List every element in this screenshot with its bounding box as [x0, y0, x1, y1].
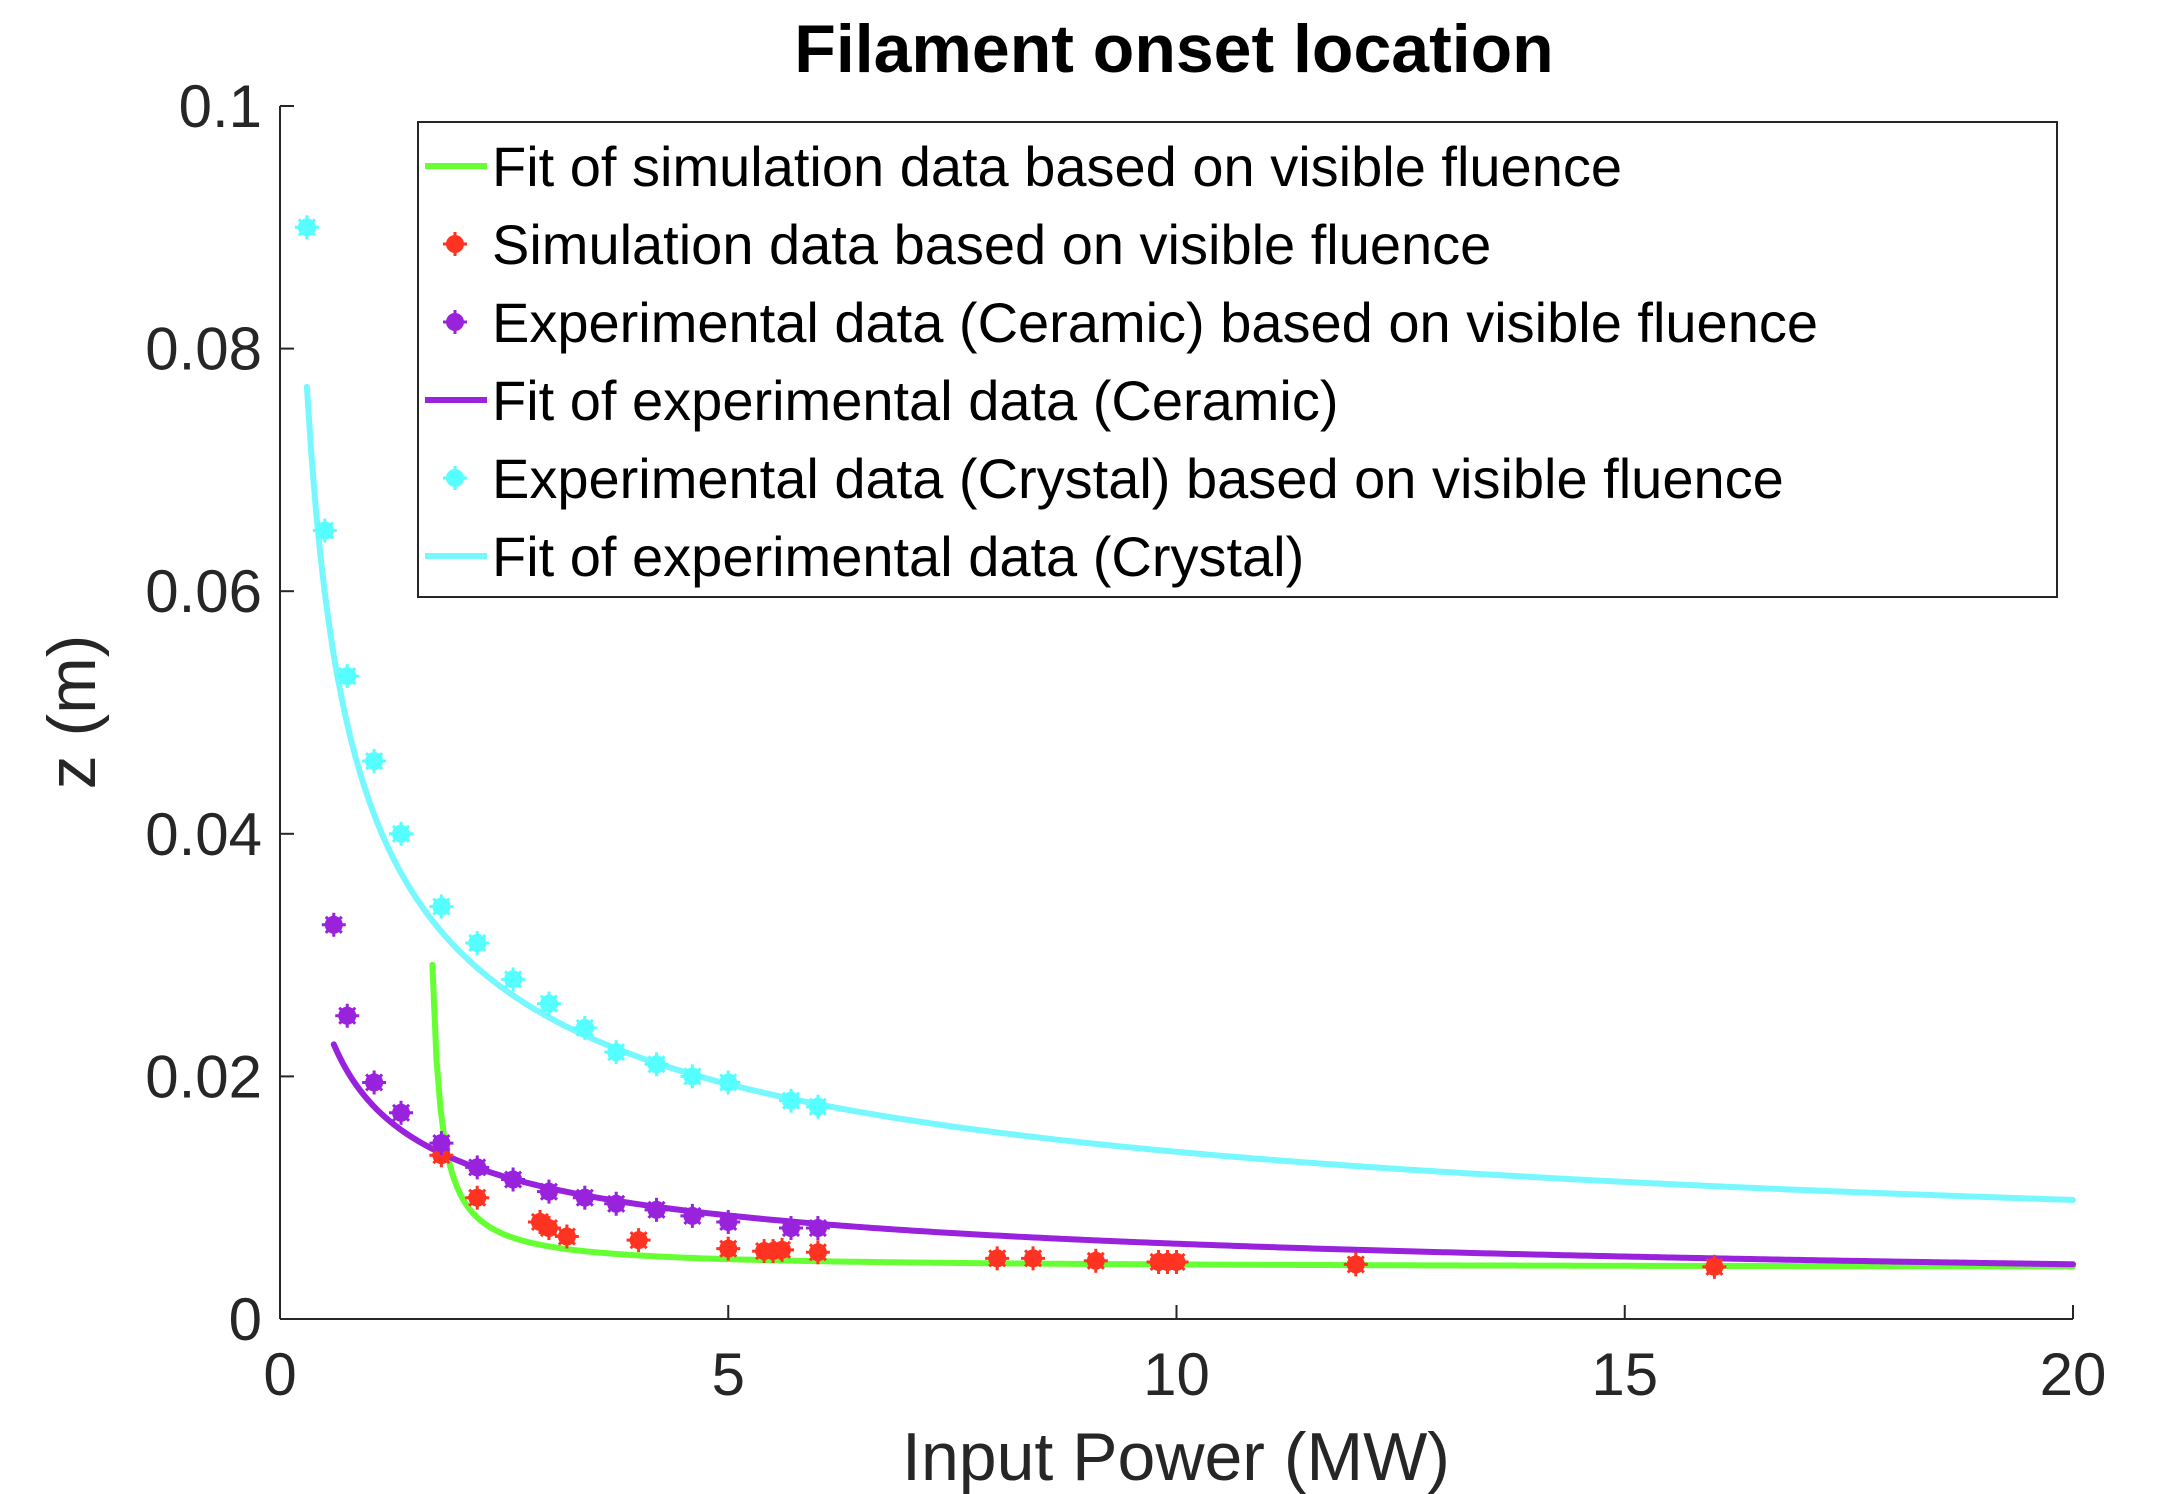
legend: Fit of simulation data based on visible …	[417, 121, 2058, 598]
data-point-series-2	[644, 1197, 669, 1222]
x-tick-label: 0	[263, 1341, 296, 1408]
data-point-series-1	[770, 1237, 795, 1262]
data-point-series-2	[321, 912, 346, 937]
data-point-series-4	[335, 664, 360, 689]
data-point-series-2	[604, 1191, 629, 1216]
data-point-series-2	[805, 1216, 830, 1241]
data-point-series-4	[716, 1070, 741, 1095]
y-ticks: 0 0.02 0.04 0.06 0.08 0.1	[145, 73, 294, 1353]
y-tick-label: 0.04	[145, 801, 262, 868]
data-point-series-2	[465, 1155, 490, 1180]
data-point-series-1	[1164, 1249, 1189, 1274]
data-point-series-2	[362, 1070, 387, 1095]
data-point-series-2	[572, 1185, 597, 1210]
data-point-series-1	[1021, 1246, 1046, 1271]
legend-label-5: Fit of experimental data (Crystal)	[492, 525, 1304, 588]
data-point-series-1	[465, 1185, 490, 1210]
data-point-series-2	[716, 1209, 741, 1234]
y-tick-label: 0.1	[179, 73, 262, 140]
legend-entry-1: Simulation data based on visible fluence	[443, 213, 1491, 276]
data-point-series-4	[501, 967, 526, 992]
chart-title: Filament onset location	[794, 11, 1553, 87]
data-point-series-1	[1702, 1254, 1727, 1279]
data-point-series-1	[536, 1216, 561, 1241]
data-point-series-4	[680, 1064, 705, 1089]
data-point-series-4	[465, 930, 490, 955]
data-point-series-2	[501, 1167, 526, 1192]
legend-label-0: Fit of simulation data based on visible …	[492, 135, 1622, 198]
data-point-series-2	[779, 1216, 804, 1241]
legend-entry-3: Fit of experimental data (Ceramic)	[425, 369, 1339, 432]
data-point-series-2	[536, 1179, 561, 1204]
plot-markers	[294, 215, 1727, 1279]
y-tick-label: 0.06	[145, 558, 262, 625]
x-axis-label: Input Power (MW)	[902, 1419, 1450, 1494]
legend-swatch-marker	[443, 466, 467, 490]
legend-label-4: Experimental data (Crystal) based on vis…	[492, 447, 1784, 510]
y-axis-label: z (m)	[34, 635, 110, 790]
legend-entry-5: Fit of experimental data (Crystal)	[425, 525, 1304, 588]
legend-swatch-marker	[443, 310, 467, 334]
legend-label-2: Experimental data (Ceramic) based on vis…	[492, 291, 1818, 354]
y-tick-label: 0.08	[145, 316, 262, 383]
data-point-series-1	[716, 1236, 741, 1261]
fit-line-series-5	[303, 383, 2076, 1203]
legend-entry-0: Fit of simulation data based on visible …	[425, 135, 1622, 198]
data-point-series-1	[1083, 1248, 1108, 1273]
y-tick-label: 0.02	[145, 1043, 262, 1110]
data-point-series-4	[572, 1015, 597, 1040]
x-ticks: 0 5 10 15 20	[263, 1305, 2106, 1408]
data-point-series-4	[805, 1094, 830, 1119]
x-tick-label: 10	[1143, 1341, 1210, 1408]
data-point-series-2	[335, 1003, 360, 1028]
legend-box	[417, 121, 2058, 598]
data-point-series-2	[680, 1203, 705, 1228]
x-tick-label: 5	[712, 1341, 745, 1408]
data-point-series-4	[644, 1052, 669, 1077]
data-point-series-4	[604, 1040, 629, 1065]
data-point-series-1	[554, 1224, 579, 1249]
legend-entry-2: Experimental data (Ceramic) based on vis…	[443, 291, 1818, 354]
legend-entry-4: Experimental data (Crystal) based on vis…	[443, 447, 1784, 510]
data-point-series-1	[626, 1228, 651, 1253]
data-point-series-4	[362, 749, 387, 774]
legend-label-3: Fit of experimental data (Ceramic)	[492, 369, 1339, 432]
data-point-series-4	[389, 821, 414, 846]
x-tick-label: 15	[1591, 1341, 1658, 1408]
data-point-series-4	[429, 894, 454, 919]
fit-line-series-0	[429, 961, 2076, 1270]
data-point-series-1	[985, 1246, 1010, 1271]
y-tick-label: 0	[229, 1286, 262, 1353]
legend-label-1: Simulation data based on visible fluence	[492, 213, 1491, 276]
data-point-series-4	[312, 518, 337, 543]
data-point-series-2	[429, 1131, 454, 1156]
data-point-series-1	[805, 1240, 830, 1265]
data-point-series-2	[389, 1100, 414, 1125]
x-tick-label: 20	[2040, 1341, 2107, 1408]
data-point-series-4	[779, 1088, 804, 1113]
data-point-series-1	[1343, 1252, 1368, 1277]
legend-swatch-marker	[443, 232, 467, 256]
data-point-series-4	[536, 991, 561, 1016]
data-point-series-4	[294, 215, 319, 240]
